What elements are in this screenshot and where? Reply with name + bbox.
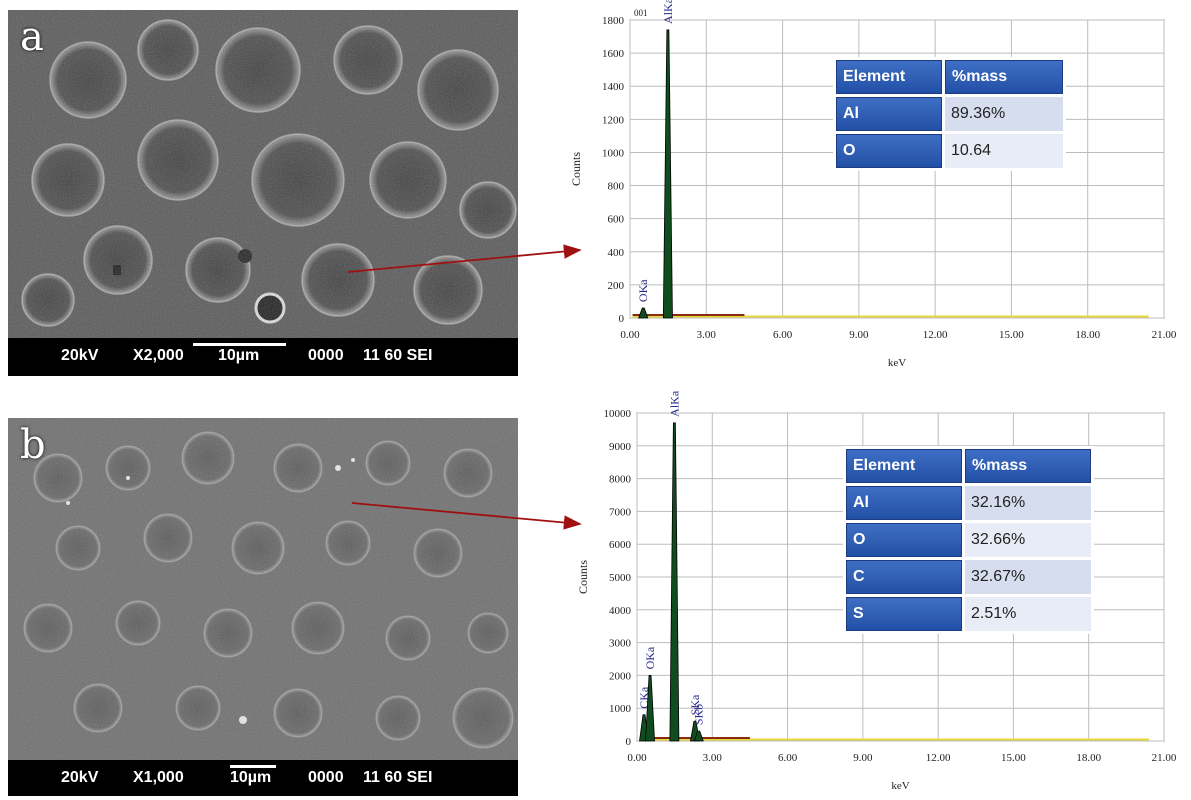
table-header-mass: %mass bbox=[945, 60, 1063, 94]
table-cell-element: C bbox=[846, 560, 962, 594]
x-axis-label: keV bbox=[888, 357, 906, 369]
sem-image-b: b 20kV X1,000 10µm 0000 11 60 SEI bbox=[8, 418, 518, 796]
y-tick-label: 1000 bbox=[602, 147, 625, 159]
sem-voltage: 20kV bbox=[61, 769, 99, 786]
y-tick-label: 800 bbox=[608, 181, 625, 193]
peak-label: AlKa bbox=[661, 0, 675, 24]
panel-label-b: b bbox=[20, 422, 46, 468]
x-tick-label: 0.00 bbox=[620, 329, 640, 341]
table-cell-mass: 32.16% bbox=[965, 486, 1091, 520]
x-tick-label: 12.00 bbox=[926, 752, 951, 764]
sem-magnification: X2,000 bbox=[133, 347, 184, 364]
spectrum-peak bbox=[662, 29, 673, 319]
x-tick-label: 3.00 bbox=[697, 329, 717, 341]
x-tick-label: 9.00 bbox=[849, 329, 869, 341]
x-tick-label: 9.00 bbox=[853, 752, 873, 764]
sem-image-a: a 20kV X2,000 10µm 0000 11 60 SEI bbox=[8, 10, 518, 376]
y-tick-label: 1600 bbox=[602, 48, 625, 60]
sem-info-bar-b: 20kV X1,000 10µm 0000 11 60 SEI bbox=[8, 760, 518, 796]
peak-label: OKa bbox=[636, 279, 650, 302]
peak-label: SKb bbox=[692, 704, 706, 725]
panel-label-a: a bbox=[20, 14, 44, 60]
sem-code: 0000 bbox=[308, 769, 344, 786]
y-tick-label: 0 bbox=[619, 313, 625, 325]
sem-scale-label: 10µm bbox=[230, 769, 272, 786]
peak-label: SKa bbox=[688, 694, 702, 715]
table-header-element: Element bbox=[846, 449, 962, 483]
x-tick-label: 6.00 bbox=[773, 329, 793, 341]
y-tick-label: 0 bbox=[626, 736, 632, 748]
y-tick-label: 2000 bbox=[609, 670, 632, 682]
x-tick-label: 18.00 bbox=[1076, 752, 1101, 764]
table-cell-element: O bbox=[836, 134, 942, 168]
table-cell-mass: 32.66% bbox=[965, 523, 1091, 557]
sem-session: 11 60 SEI bbox=[363, 769, 433, 786]
table-header-mass: %mass bbox=[965, 449, 1091, 483]
x-axis-label: keV bbox=[891, 780, 909, 792]
spectrum-peak bbox=[638, 307, 649, 319]
table-header-element: Element bbox=[836, 60, 942, 94]
x-tick-label: 15.00 bbox=[999, 329, 1024, 341]
y-tick-label: 10000 bbox=[604, 408, 632, 420]
spectrum-peak bbox=[669, 422, 680, 742]
sem-code: 0000 bbox=[308, 347, 344, 364]
spectrum-peak bbox=[693, 730, 704, 742]
corner-label: 001 bbox=[634, 8, 648, 18]
y-tick-label: 6000 bbox=[609, 539, 632, 551]
table-cell-element: S bbox=[846, 597, 962, 631]
y-axis-label: Counts bbox=[569, 152, 583, 186]
peak-label: AlKa bbox=[667, 390, 681, 417]
x-tick-label: 21.00 bbox=[1152, 329, 1177, 341]
table-cell-element: O bbox=[846, 523, 962, 557]
x-tick-label: 0.00 bbox=[627, 752, 647, 764]
table-cell-mass: 2.51% bbox=[965, 597, 1091, 631]
peak-label: OKa bbox=[643, 646, 657, 669]
scale-bar bbox=[193, 343, 286, 346]
sem-voltage: 20kV bbox=[61, 347, 99, 364]
x-tick-label: 6.00 bbox=[778, 752, 798, 764]
y-tick-label: 600 bbox=[608, 214, 625, 226]
x-tick-label: 15.00 bbox=[1001, 752, 1026, 764]
sem-micrograph-b bbox=[8, 418, 518, 760]
y-tick-label: 9000 bbox=[609, 441, 632, 453]
y-tick-label: 7000 bbox=[609, 506, 632, 518]
sem-session: 11 60 SEI bbox=[363, 347, 433, 364]
y-axis-label: Counts bbox=[576, 560, 590, 594]
table-cell-element: Al bbox=[836, 97, 942, 131]
x-tick-label: 12.00 bbox=[923, 329, 948, 341]
y-tick-label: 1200 bbox=[602, 114, 625, 126]
y-tick-label: 400 bbox=[608, 247, 625, 259]
y-tick-label: 1400 bbox=[602, 81, 625, 93]
table-cell-mass: 32.67% bbox=[965, 560, 1091, 594]
x-tick-label: 3.00 bbox=[703, 752, 723, 764]
spectrum-peak bbox=[645, 675, 655, 742]
y-tick-label: 1800 bbox=[602, 15, 625, 27]
y-tick-label: 3000 bbox=[609, 638, 632, 650]
scale-bar bbox=[230, 765, 276, 768]
x-tick-label: 18.00 bbox=[1075, 329, 1100, 341]
composition-table-b: Element %mass Al 32.16% O 32.66% C 32.67… bbox=[843, 446, 1094, 634]
y-tick-label: 4000 bbox=[609, 605, 632, 617]
y-tick-label: 8000 bbox=[609, 474, 632, 486]
y-tick-label: 200 bbox=[608, 280, 625, 292]
x-tick-label: 21.00 bbox=[1152, 752, 1177, 764]
sem-magnification: X1,000 bbox=[133, 769, 184, 786]
sem-scale-label: 10µm bbox=[218, 347, 260, 364]
table-cell-mass: 10.64 bbox=[945, 134, 1063, 168]
table-cell-mass: 89.36% bbox=[945, 97, 1063, 131]
y-tick-label: 1000 bbox=[609, 703, 632, 715]
sem-micrograph-a bbox=[8, 10, 518, 338]
arrow-b bbox=[351, 502, 582, 530]
composition-table-a: Element %mass Al 89.36% O 10.64 bbox=[833, 57, 1066, 171]
table-cell-element: Al bbox=[846, 486, 962, 520]
arrow-a bbox=[347, 244, 582, 273]
sem-info-bar-a: 20kV X2,000 10µm 0000 11 60 SEI bbox=[8, 338, 518, 376]
y-tick-label: 5000 bbox=[609, 572, 632, 584]
